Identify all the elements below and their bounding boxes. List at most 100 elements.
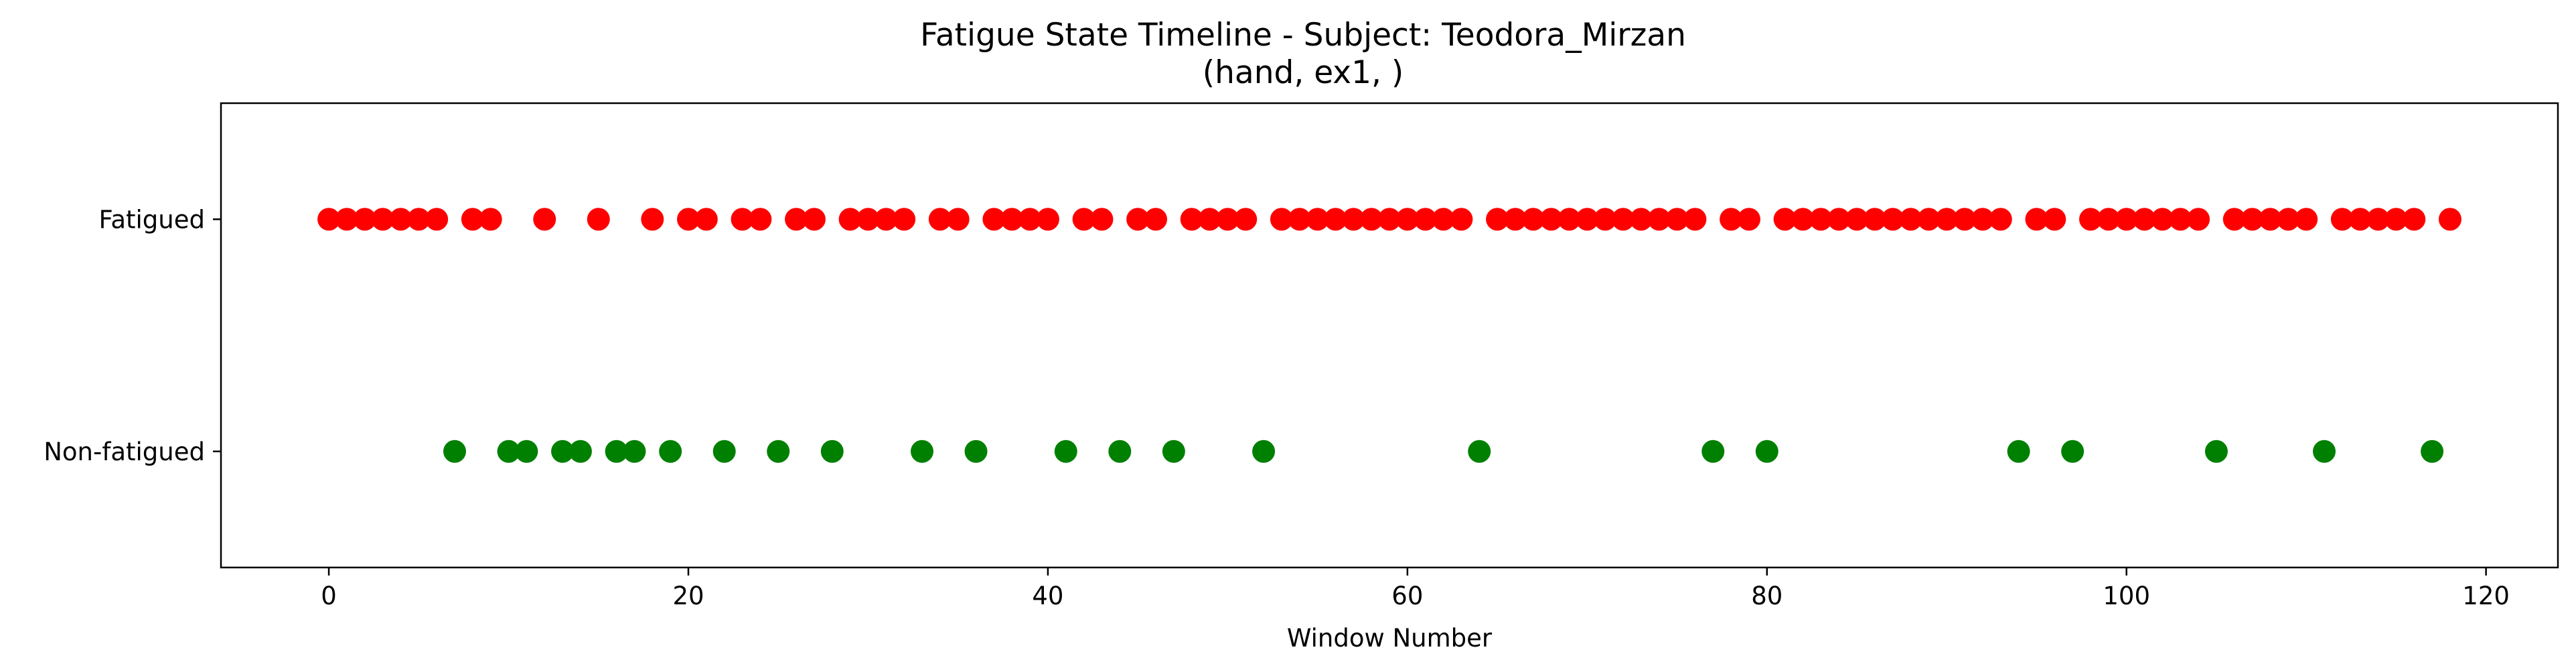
point-non-fatigued	[964, 440, 988, 463]
point-fatigued	[1360, 208, 1383, 231]
point-fatigued	[982, 208, 1006, 231]
point-fatigued	[2295, 208, 2318, 231]
point-fatigued	[1647, 208, 1671, 231]
point-non-fatigued	[911, 440, 933, 463]
point-fatigued	[1000, 208, 1024, 231]
point-fatigued	[785, 208, 808, 231]
point-fatigued	[694, 208, 718, 231]
point-fatigued	[1126, 208, 1150, 231]
point-fatigued	[2348, 208, 2372, 231]
point-fatigued	[1521, 208, 1545, 231]
point-fatigued	[1378, 208, 1401, 231]
point-fatigued	[2151, 208, 2174, 231]
point-fatigued	[1737, 208, 1760, 231]
point-fatigued	[928, 208, 952, 231]
point-fatigued	[2222, 208, 2246, 231]
point-fatigued	[335, 208, 358, 231]
point-fatigued	[1809, 208, 1833, 231]
point-fatigued	[371, 208, 394, 231]
point-fatigued	[2259, 208, 2282, 231]
point-fatigued	[1612, 208, 1635, 231]
point-non-fatigued	[623, 440, 646, 463]
point-fatigued	[317, 208, 341, 231]
point-fatigued	[2438, 208, 2461, 231]
point-non-fatigued	[497, 440, 520, 463]
point-non-fatigued	[767, 440, 790, 463]
point-fatigued	[1881, 208, 1904, 231]
point-non-fatigued	[820, 440, 844, 463]
point-fatigued	[1971, 208, 1994, 231]
point-fatigued	[893, 208, 916, 231]
point-non-fatigued	[551, 440, 575, 463]
point-fatigued	[641, 208, 664, 231]
point-fatigued	[1450, 208, 1473, 231]
chart-subtitle: (hand, ex1, )	[1203, 54, 1404, 91]
point-fatigued	[856, 208, 880, 231]
plot-area	[220, 102, 2559, 569]
point-non-fatigued	[1701, 440, 1725, 463]
point-non-fatigued	[712, 440, 736, 463]
point-non-fatigued	[1054, 440, 1077, 463]
point-fatigued	[389, 208, 412, 231]
point-fatigued	[1234, 208, 1258, 231]
point-fatigued	[2403, 208, 2426, 231]
point-non-fatigued	[2007, 440, 2030, 463]
point-non-fatigued	[443, 440, 466, 463]
point-fatigued	[1899, 208, 1922, 231]
point-non-fatigued	[569, 440, 592, 463]
point-fatigued	[1791, 208, 1815, 231]
point-fatigued	[1432, 208, 1455, 231]
point-fatigued	[425, 208, 449, 231]
point-fatigued	[1665, 208, 1689, 231]
point-fatigued	[2384, 208, 2408, 231]
x-axis-ticks: 0 20 40 60 80 100 120	[321, 567, 2510, 610]
y-tick-label: Non-fatigued	[44, 438, 205, 466]
point-non-fatigued	[1755, 440, 1778, 463]
x-tick-label: 0	[321, 582, 337, 610]
y-tick-label: Fatigued	[98, 205, 205, 234]
point-non-fatigued	[1162, 440, 1185, 463]
point-fatigued	[479, 208, 502, 231]
point-fatigued	[1594, 208, 1617, 231]
point-fatigued	[946, 208, 970, 231]
point-non-fatigued	[2421, 440, 2444, 463]
point-fatigued	[1953, 208, 1977, 231]
point-fatigued	[2097, 208, 2120, 231]
point-fatigued	[1395, 208, 1419, 231]
point-fatigued	[2115, 208, 2138, 231]
point-fatigued	[1306, 208, 1329, 231]
point-non-fatigued	[605, 440, 628, 463]
point-fatigued	[1018, 208, 1042, 231]
point-fatigued	[1720, 208, 1743, 231]
point-fatigued	[802, 208, 826, 231]
x-tick-label: 40	[1032, 582, 1063, 610]
point-fatigued	[461, 208, 484, 231]
point-non-fatigued	[2204, 440, 2228, 463]
point-fatigued	[1917, 208, 1941, 231]
point-fatigued	[2366, 208, 2390, 231]
point-fatigued	[2043, 208, 2066, 231]
point-fatigued	[533, 208, 556, 231]
point-fatigued	[353, 208, 376, 231]
point-fatigued	[1216, 208, 1239, 231]
point-fatigued	[1629, 208, 1653, 231]
point-fatigued	[1288, 208, 1311, 231]
point-fatigued	[1539, 208, 1563, 231]
point-fatigued	[1486, 208, 1509, 231]
point-fatigued	[1773, 208, 1797, 231]
point-fatigued	[2133, 208, 2156, 231]
point-fatigued	[1072, 208, 1095, 231]
chart-title: Fatigue State Timeline - Subject: Teodor…	[920, 17, 1686, 54]
point-non-fatigued	[2313, 440, 2336, 463]
x-tick-label: 100	[2103, 582, 2150, 610]
point-fatigued	[2169, 208, 2192, 231]
point-fatigued	[1342, 208, 1365, 231]
point-fatigued	[2025, 208, 2048, 231]
point-non-fatigued	[515, 440, 538, 463]
point-fatigued	[2277, 208, 2300, 231]
point-fatigued	[1503, 208, 1527, 231]
point-fatigued	[2241, 208, 2264, 231]
point-fatigued	[1827, 208, 1851, 231]
point-fatigued	[1576, 208, 1599, 231]
